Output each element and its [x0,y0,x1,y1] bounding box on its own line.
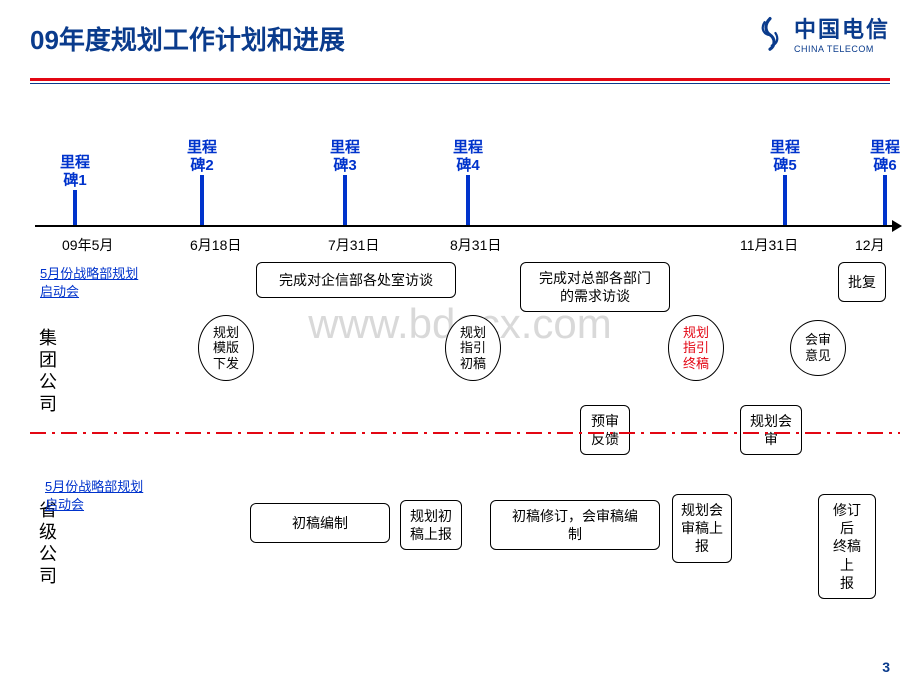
milestone-tick [883,175,887,225]
box-5: 初稿修订，会审稿编 制 [490,500,660,550]
milestone-label: 里程 碑1 [60,154,90,190]
milestone-label: 里程 碑4 [453,139,483,175]
milestone-6: 里程 碑6 [865,137,905,225]
box-1: 完成对总部各部门 的需求访谈 [520,262,670,312]
date-label-3: 8月31日 [450,235,501,255]
box-3: 初稿编制 [250,503,390,543]
milestone-5: 里程 碑5 [765,137,805,225]
milestone-label: 里程 碑3 [330,139,360,175]
logo-en: CHINA TELECOM [794,44,890,54]
timeline-axis [35,225,900,227]
oval-0: 规划 模版 下发 [198,315,254,381]
milestone-tick [343,175,347,225]
date-label-0: 09年5月 [62,235,113,255]
box-2: 批复 [838,262,886,302]
oval-2: 规划 指引 终稿 [668,315,724,381]
page-number: 3 [882,659,890,675]
milestone-2: 里程 碑2 [182,137,222,225]
logo-cn: 中国电信 [794,12,890,44]
header-blue-line [30,83,890,84]
milestone-tick [466,175,470,225]
oval-3: 会审 意见 [790,320,846,376]
date-label-1: 6月18日 [190,235,241,255]
province-launch-link[interactable]: 5月份战略部规划启动会 [45,478,155,514]
box-0: 完成对企信部各处室访谈 [256,262,456,298]
box-7: 修订后 终稿上 报 [818,494,876,599]
date-label-5: 12月 [855,235,885,255]
milestone-4: 里程 碑4 [448,137,488,225]
milestone-3: 里程 碑3 [325,137,365,225]
milestone-tick [783,175,787,225]
box-6: 规划会 审稿上 报 [672,494,732,563]
date-label-2: 7月31日 [328,235,379,255]
group-launch-link[interactable]: 5月份战略部规划启动会 [40,265,150,301]
section-label-group: 集团公司 [34,328,60,416]
china-telecom-icon [752,15,788,51]
milestone-tick [73,190,77,225]
oval-1: 规划 指引 初稿 [445,315,501,381]
box-4: 规划初 稿上报 [400,500,462,550]
header-red-line [30,78,890,81]
milestone-1: 里程 碑1 [55,152,95,225]
milestone-label: 里程 碑2 [187,139,217,175]
milestone-label: 里程 碑5 [770,139,800,175]
milestone-tick [200,175,204,225]
milestone-label: 里程 碑6 [870,139,900,175]
divider-line [30,430,900,436]
logo: 中国电信 CHINA TELECOM [752,12,890,54]
date-label-4: 11月31日 [740,235,798,255]
